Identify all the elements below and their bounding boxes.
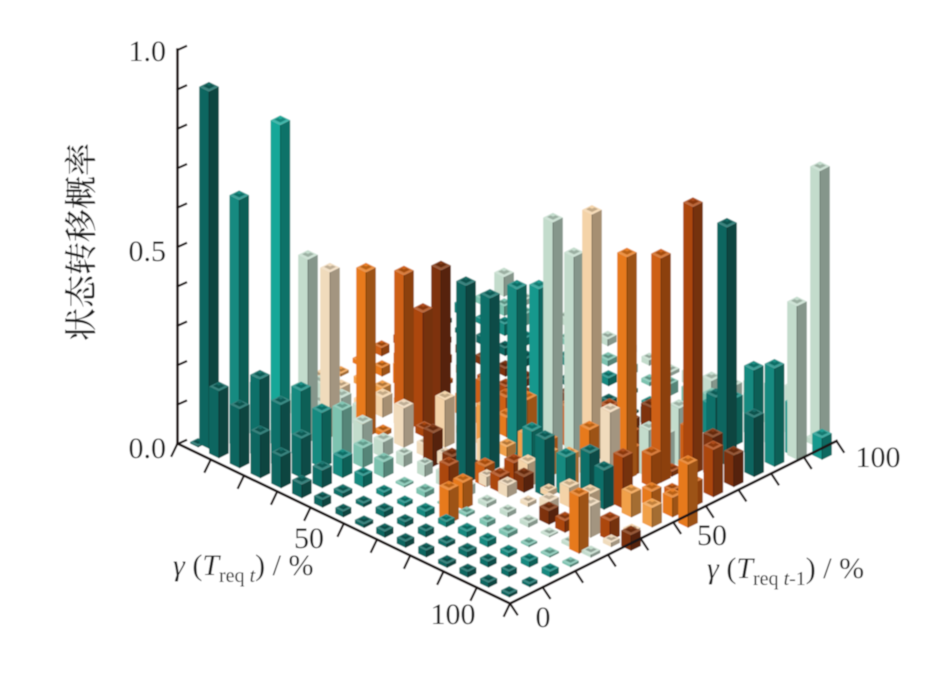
svg-text:100: 100 bbox=[856, 441, 901, 474]
svg-text:0.5: 0.5 bbox=[129, 235, 167, 268]
svg-text:γ (Treq t-1) / %: γ (Treq t-1) / % bbox=[707, 552, 864, 590]
svg-text:50: 50 bbox=[294, 522, 324, 555]
svg-text:γ (Treq t) / %: γ (Treq t) / % bbox=[173, 549, 313, 587]
svg-text:0: 0 bbox=[536, 601, 551, 634]
svg-text:1.0: 1.0 bbox=[129, 35, 167, 68]
svg-text:50: 50 bbox=[697, 519, 727, 552]
svg-text:0.0: 0.0 bbox=[129, 432, 167, 465]
svg-text:100: 100 bbox=[431, 598, 476, 631]
